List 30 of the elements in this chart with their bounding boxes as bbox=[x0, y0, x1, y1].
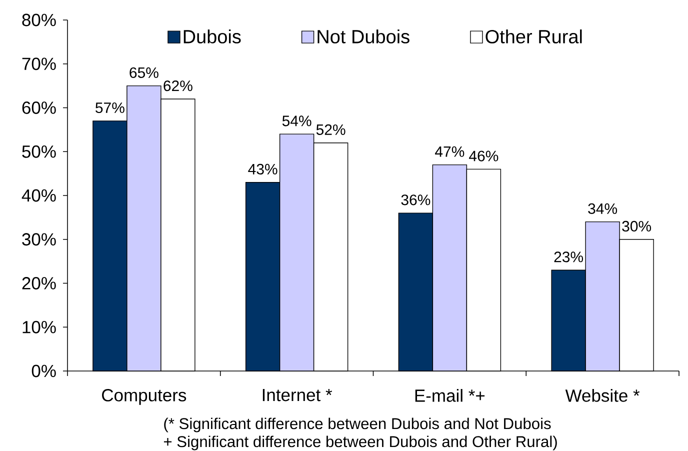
text: + Significant difference between Dubois and Other Rural) bbox=[164, 436, 557, 450]
text: (* Significant difference between Dubois and Not Dubois bbox=[164, 418, 551, 432]
y-tick-label: 50% bbox=[22, 145, 56, 158]
legend-label: Dubois bbox=[184, 29, 241, 44]
data-label: 52% bbox=[316, 124, 346, 135]
data-label: 65% bbox=[130, 67, 158, 78]
y-tick-label: 10% bbox=[22, 320, 56, 334]
data-label: 62% bbox=[164, 80, 192, 92]
x-tick-label: Website * bbox=[565, 389, 640, 402]
y-tick-label: 80% bbox=[22, 14, 56, 26]
data-label: 23% bbox=[554, 252, 584, 262]
data-label: 43% bbox=[248, 164, 278, 174]
x-tick-label: Internet * bbox=[262, 389, 332, 402]
x-tick-label: Computers bbox=[102, 389, 186, 405]
x-tick-label: E-mail *+ bbox=[415, 389, 485, 402]
data-label: 57% bbox=[96, 102, 124, 114]
y-tick-label: 30% bbox=[22, 233, 56, 246]
data-label: 47% bbox=[435, 146, 464, 157]
y-tick-label: 20% bbox=[22, 277, 56, 290]
data-label: 34% bbox=[588, 203, 618, 214]
data-label: 36% bbox=[401, 194, 430, 206]
y-tick-label: 40% bbox=[22, 189, 56, 202]
data-label: 30% bbox=[622, 220, 652, 232]
legend-label: Other Rural bbox=[486, 29, 582, 44]
data-label: 54% bbox=[282, 116, 312, 126]
y-tick-label: 70% bbox=[22, 58, 56, 70]
y-tick-label: 0% bbox=[32, 364, 56, 378]
data-label: 46% bbox=[469, 150, 498, 162]
legend-label: Not Dubois bbox=[318, 29, 410, 44]
y-tick-label: 60% bbox=[22, 102, 56, 114]
